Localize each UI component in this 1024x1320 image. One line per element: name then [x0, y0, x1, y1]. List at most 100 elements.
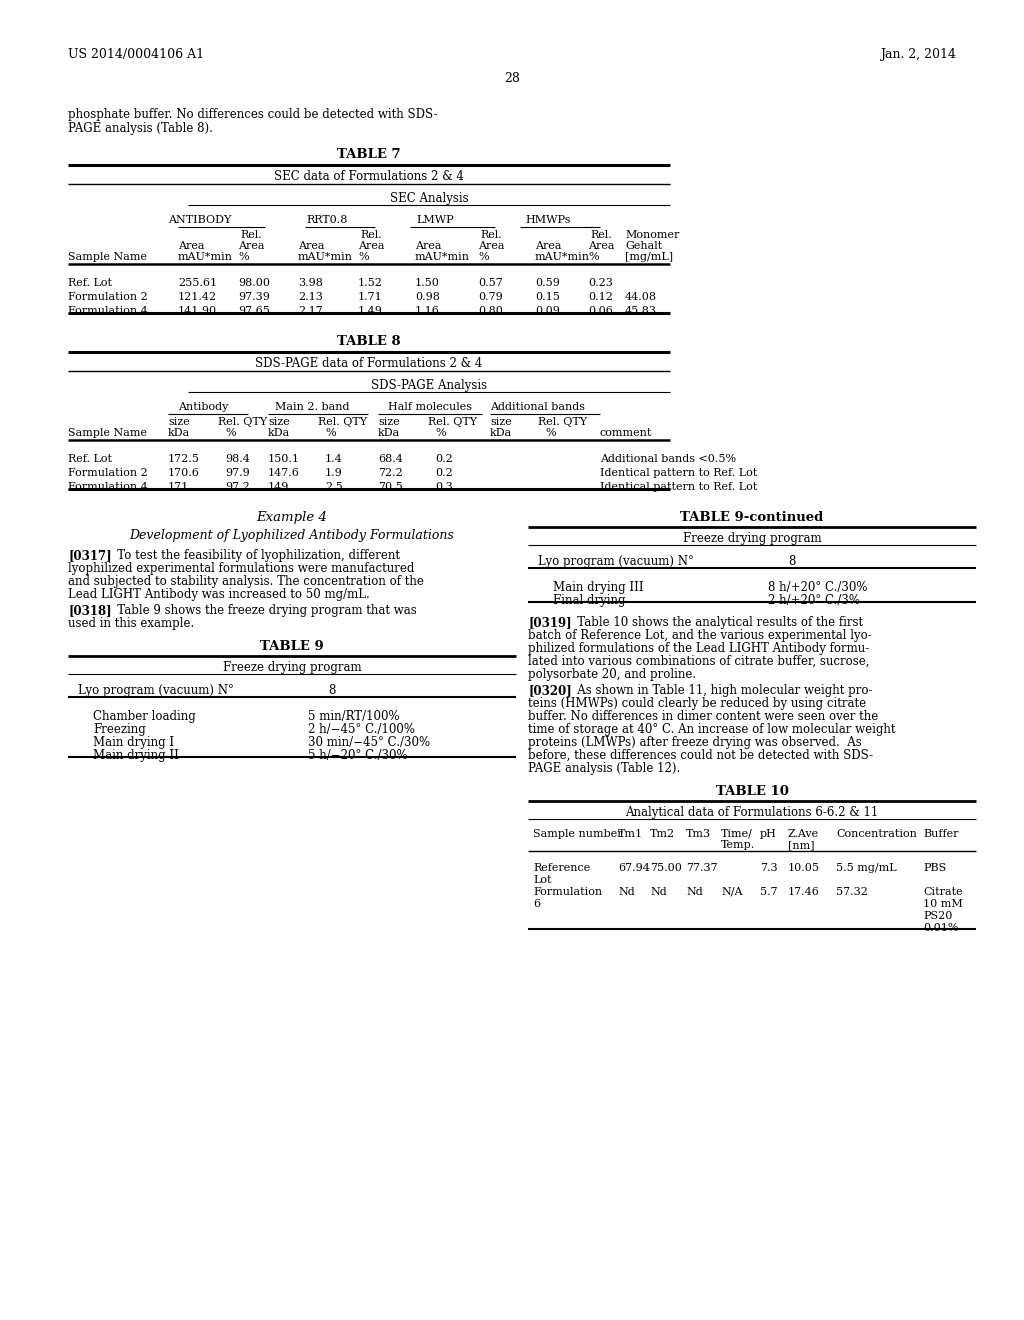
Text: Main drying II: Main drying II [93, 748, 179, 762]
Text: 172.5: 172.5 [168, 454, 200, 465]
Text: Area: Area [298, 242, 325, 251]
Text: To test the feasibility of lyophilization, different: To test the feasibility of lyophilizatio… [106, 549, 400, 562]
Text: 141.90: 141.90 [178, 306, 217, 315]
Text: 0.98: 0.98 [415, 292, 440, 302]
Text: Nd: Nd [686, 887, 702, 898]
Text: 7.3: 7.3 [760, 863, 777, 873]
Text: 0.15: 0.15 [535, 292, 560, 302]
Text: Area: Area [478, 242, 505, 251]
Text: teins (HMWPs) could clearly be reduced by using citrate: teins (HMWPs) could clearly be reduced b… [528, 697, 866, 710]
Text: TABLE 9: TABLE 9 [260, 640, 324, 653]
Text: SEC data of Formulations 2 & 4: SEC data of Formulations 2 & 4 [274, 170, 464, 183]
Text: %: % [545, 428, 556, 438]
Text: TABLE 10: TABLE 10 [716, 785, 788, 799]
Text: 97.39: 97.39 [238, 292, 270, 302]
Text: 8 h/+20° C./30%: 8 h/+20° C./30% [768, 581, 867, 594]
Text: 10 mM: 10 mM [923, 899, 963, 909]
Text: kDa: kDa [378, 428, 400, 438]
Text: 6: 6 [534, 899, 540, 909]
Text: Tm3: Tm3 [686, 829, 711, 840]
Text: Identical pattern to Ref. Lot: Identical pattern to Ref. Lot [600, 482, 758, 492]
Text: buffer. No differences in dimer content were seen over the: buffer. No differences in dimer content … [528, 710, 879, 723]
Text: Freeze drying program: Freeze drying program [683, 532, 821, 545]
Text: 147.6: 147.6 [268, 469, 300, 478]
Text: size: size [268, 417, 290, 426]
Text: As shown in Table 11, high molecular weight pro-: As shown in Table 11, high molecular wei… [566, 684, 872, 697]
Text: Area: Area [588, 242, 614, 251]
Text: [0319]: [0319] [528, 616, 571, 630]
Text: mAU*min: mAU*min [415, 252, 470, 261]
Text: Additional bands: Additional bands [490, 403, 586, 412]
Text: SDS-PAGE data of Formulations 2 & 4: SDS-PAGE data of Formulations 2 & 4 [255, 356, 482, 370]
Text: 2.5: 2.5 [325, 482, 343, 492]
Text: Main drying I: Main drying I [93, 737, 174, 748]
Text: proteins (LMWPs) after freeze drying was observed.  As: proteins (LMWPs) after freeze drying was… [528, 737, 862, 748]
Text: kDa: kDa [168, 428, 190, 438]
Text: [mg/mL]: [mg/mL] [625, 252, 673, 261]
Text: Area: Area [415, 242, 441, 251]
Text: lated into various combinations of citrate buffer, sucrose,: lated into various combinations of citra… [528, 655, 869, 668]
Text: mAU*min: mAU*min [535, 252, 590, 261]
Text: kDa: kDa [268, 428, 290, 438]
Text: [nm]: [nm] [788, 840, 815, 850]
Text: US 2014/0004106 A1: US 2014/0004106 A1 [68, 48, 204, 61]
Text: ANTIBODY: ANTIBODY [168, 215, 231, 224]
Text: HMWPs: HMWPs [525, 215, 570, 224]
Text: Tm2: Tm2 [650, 829, 675, 840]
Text: Sample Name: Sample Name [68, 428, 147, 438]
Text: Rel.: Rel. [240, 230, 262, 240]
Text: 0.09: 0.09 [535, 306, 560, 315]
Text: Rel. QTY: Rel. QTY [318, 417, 368, 426]
Text: Citrate: Citrate [923, 887, 963, 898]
Text: TABLE 7: TABLE 7 [337, 148, 400, 161]
Text: Reference: Reference [534, 863, 590, 873]
Text: 0.79: 0.79 [478, 292, 503, 302]
Text: 5.7: 5.7 [760, 887, 777, 898]
Text: PBS: PBS [923, 863, 946, 873]
Text: TABLE 8: TABLE 8 [337, 335, 400, 348]
Text: 171: 171 [168, 482, 189, 492]
Text: 255.61: 255.61 [178, 279, 217, 288]
Text: 0.06: 0.06 [588, 306, 613, 315]
Text: LMWP: LMWP [416, 215, 454, 224]
Text: Half molecules: Half molecules [388, 403, 472, 412]
Text: before, these differences could not be detected with SDS-: before, these differences could not be d… [528, 748, 873, 762]
Text: Main 2. band: Main 2. band [274, 403, 349, 412]
Text: PAGE analysis (Table 12).: PAGE analysis (Table 12). [528, 762, 680, 775]
Text: 72.2: 72.2 [378, 469, 402, 478]
Text: RRT0.8: RRT0.8 [306, 215, 348, 224]
Text: 67.94: 67.94 [618, 863, 650, 873]
Text: Rel. QTY: Rel. QTY [538, 417, 587, 426]
Text: polysorbate 20, and proline.: polysorbate 20, and proline. [528, 668, 696, 681]
Text: Buffer: Buffer [923, 829, 958, 840]
Text: 0.59: 0.59 [535, 279, 560, 288]
Text: Rel.: Rel. [480, 230, 502, 240]
Text: Area: Area [178, 242, 205, 251]
Text: time of storage at 40° C. An increase of low molecular weight: time of storage at 40° C. An increase of… [528, 723, 896, 737]
Text: 97.65: 97.65 [238, 306, 270, 315]
Text: Sample Name: Sample Name [68, 252, 147, 261]
Text: 1.50: 1.50 [415, 279, 440, 288]
Text: 2 h/+20° C./3%: 2 h/+20° C./3% [768, 594, 860, 607]
Text: %: % [588, 252, 599, 261]
Text: mAU*min: mAU*min [178, 252, 233, 261]
Text: Lot: Lot [534, 875, 552, 884]
Text: 44.08: 44.08 [625, 292, 657, 302]
Text: 150.1: 150.1 [268, 454, 300, 465]
Text: Chamber loading: Chamber loading [93, 710, 196, 723]
Text: Nd: Nd [618, 887, 635, 898]
Text: 0.80: 0.80 [478, 306, 503, 315]
Text: 170.6: 170.6 [168, 469, 200, 478]
Text: SDS-PAGE Analysis: SDS-PAGE Analysis [371, 379, 487, 392]
Text: 28: 28 [504, 73, 520, 84]
Text: Lyo program (vacuum) N°: Lyo program (vacuum) N° [538, 554, 694, 568]
Text: 0.23: 0.23 [588, 279, 613, 288]
Text: Area: Area [238, 242, 264, 251]
Text: Lead LIGHT Antibody was increased to 50 mg/mL.: Lead LIGHT Antibody was increased to 50 … [68, 587, 370, 601]
Text: 70.5: 70.5 [378, 482, 402, 492]
Text: kDa: kDa [490, 428, 512, 438]
Text: 30 min/−45° C./30%: 30 min/−45° C./30% [308, 737, 430, 748]
Text: [0317]: [0317] [68, 549, 112, 562]
Text: 1.52: 1.52 [358, 279, 383, 288]
Text: 3.98: 3.98 [298, 279, 323, 288]
